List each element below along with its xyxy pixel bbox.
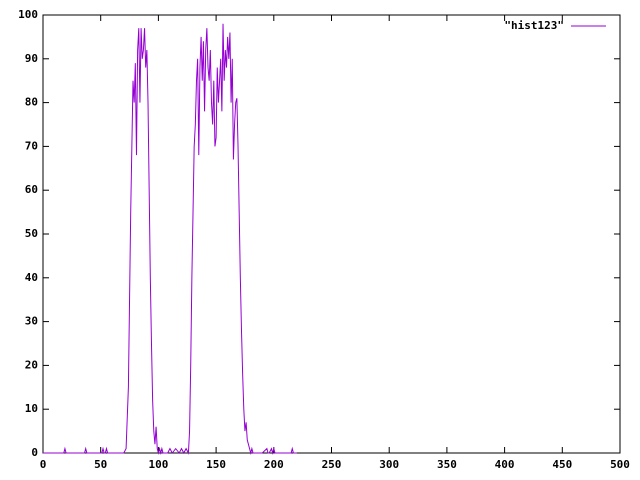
y-tick-label: 30	[25, 315, 38, 328]
y-tick-label: 50	[25, 227, 38, 240]
y-tick-label: 60	[25, 183, 38, 196]
legend-label: "hist123"	[504, 19, 564, 32]
x-tick-label: 400	[495, 458, 515, 471]
x-tick-label: 200	[264, 458, 284, 471]
y-tick-label: 70	[25, 139, 38, 152]
x-tick-label: 450	[552, 458, 572, 471]
x-tick-label: 0	[40, 458, 47, 471]
x-tick-label: 50	[94, 458, 107, 471]
y-tick-label: 100	[18, 8, 38, 21]
x-tick-label: 100	[148, 458, 168, 471]
y-tick-label: 10	[25, 402, 38, 415]
x-tick-label: 350	[437, 458, 457, 471]
y-tick-label: 0	[31, 446, 38, 459]
y-tick-label: 40	[25, 271, 38, 284]
x-tick-label: 250	[322, 458, 342, 471]
x-tick-label: 300	[379, 458, 399, 471]
x-tick-label: 150	[206, 458, 226, 471]
y-tick-label: 80	[25, 96, 38, 109]
x-tick-label: 500	[610, 458, 630, 471]
y-tick-label: 90	[25, 52, 38, 65]
plot-frame	[42, 14, 621, 454]
data-line	[43, 23, 297, 455]
y-tick-label: 20	[25, 358, 38, 371]
